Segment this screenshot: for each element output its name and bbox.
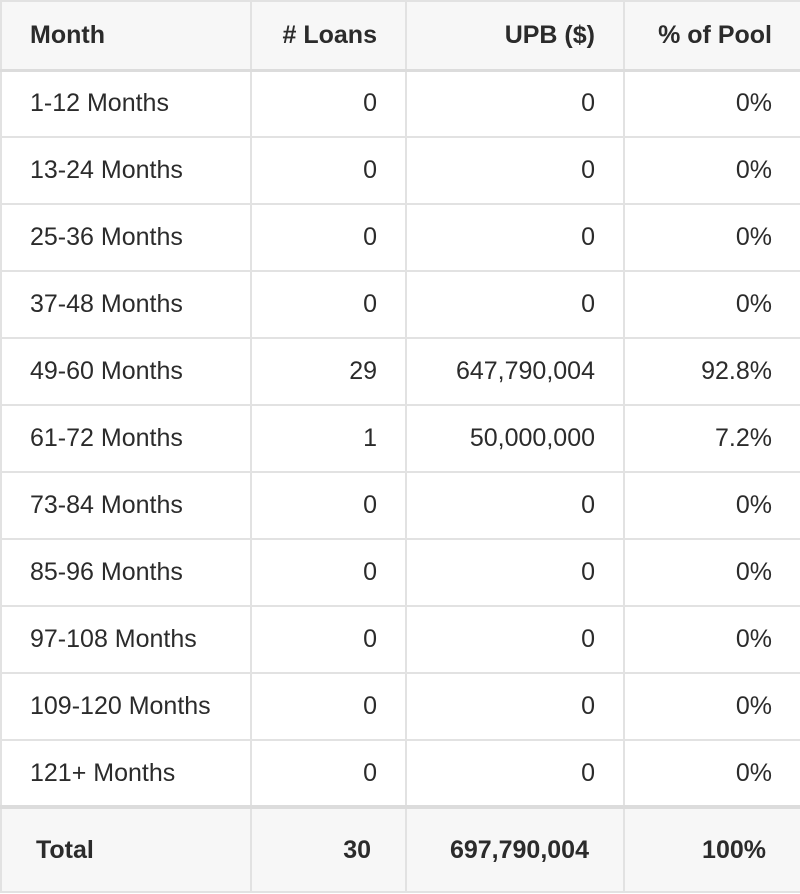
loans-cell: 0 [250,69,407,138]
table-row: 121+ Months 0 0 0% [0,739,800,808]
header-month: Month [0,0,252,72]
pct-cell: 7.2% [623,404,800,473]
header-row: Month # Loans UPB ($) % of Pool [0,0,800,72]
table-row: 97-108 Months 0 0 0% [0,605,800,674]
loans-cell: 0 [250,672,407,741]
header-pct-of-pool: % of Pool [623,0,800,72]
pct-cell: 0% [623,270,800,339]
month-cell: 49-60 Months [0,337,252,406]
pct-cell: 0% [623,672,800,741]
upb-cell: 0 [405,270,625,339]
month-cell: 37-48 Months [0,270,252,339]
upb-cell: 50,000,000 [405,404,625,473]
upb-cell: 0 [405,605,625,674]
table-footer: Total 30 697,790,004 100% [0,805,800,893]
total-loans: 30 [250,805,407,893]
pct-cell: 0% [623,538,800,607]
month-cell: 73-84 Months [0,471,252,540]
header-upb: UPB ($) [405,0,625,72]
total-label: Total [0,805,252,893]
loans-cell: 0 [250,270,407,339]
upb-cell: 0 [405,69,625,138]
month-cell: 97-108 Months [0,605,252,674]
upb-cell: 0 [405,739,625,808]
table-row: 1-12 Months 0 0 0% [0,69,800,138]
upb-cell: 0 [405,538,625,607]
pct-cell: 0% [623,739,800,808]
month-cell: 25-36 Months [0,203,252,272]
table-row: 61-72 Months 1 50,000,000 7.2% [0,404,800,473]
table-row: 109-120 Months 0 0 0% [0,672,800,741]
loans-cell: 0 [250,136,407,205]
pct-cell: 0% [623,136,800,205]
pct-cell: 0% [623,471,800,540]
total-upb: 697,790,004 [405,805,625,893]
month-cell: 61-72 Months [0,404,252,473]
table-row: 85-96 Months 0 0 0% [0,538,800,607]
pct-cell: 0% [623,605,800,674]
month-cell: 1-12 Months [0,69,252,138]
month-cell: 13-24 Months [0,136,252,205]
loans-cell: 0 [250,605,407,674]
upb-cell: 0 [405,672,625,741]
loans-cell: 0 [250,538,407,607]
table-row: 73-84 Months 0 0 0% [0,471,800,540]
month-cell: 109-120 Months [0,672,252,741]
upb-cell: 0 [405,471,625,540]
upb-cell: 647,790,004 [405,337,625,406]
loans-cell: 0 [250,203,407,272]
pct-cell: 92.8% [623,337,800,406]
table-row: 25-36 Months 0 0 0% [0,203,800,272]
table-header: Month # Loans UPB ($) % of Pool [0,0,800,72]
total-pct: 100% [623,805,800,893]
table-row: 37-48 Months 0 0 0% [0,270,800,339]
loans-cell: 0 [250,471,407,540]
loans-cell: 1 [250,404,407,473]
header-loans: # Loans [250,0,407,72]
table-row: 49-60 Months 29 647,790,004 92.8% [0,337,800,406]
upb-cell: 0 [405,203,625,272]
total-row: Total 30 697,790,004 100% [0,805,800,893]
month-cell: 121+ Months [0,739,252,808]
loans-cell: 29 [250,337,407,406]
table-body: 1-12 Months 0 0 0% 13-24 Months 0 0 0% 2… [0,69,800,808]
pct-cell: 0% [623,69,800,138]
month-cell: 85-96 Months [0,538,252,607]
pct-cell: 0% [623,203,800,272]
loans-cell: 0 [250,739,407,808]
upb-cell: 0 [405,136,625,205]
table-row: 13-24 Months 0 0 0% [0,136,800,205]
